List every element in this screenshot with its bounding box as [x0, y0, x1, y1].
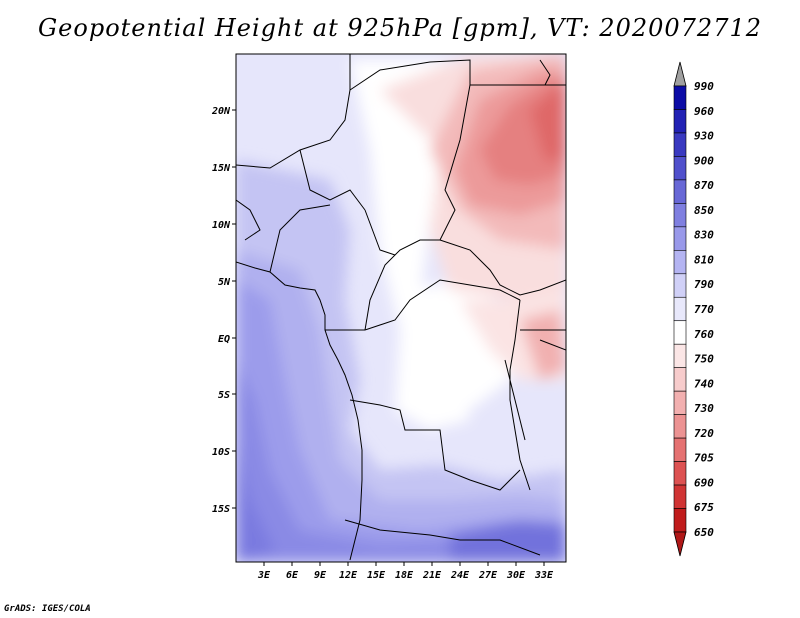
grads-credit: GrADS: IGES/COLA: [4, 604, 91, 614]
colorbar-band: [673, 508, 687, 533]
colorbar-band: [673, 390, 687, 415]
colorbar-label: 740: [694, 377, 714, 390]
lat-label: EQ: [218, 334, 230, 345]
lat-label: 5S: [218, 390, 230, 401]
height-field: [236, 54, 566, 562]
colorbar-band: [673, 320, 687, 345]
colorbar-band: [673, 85, 687, 110]
colorbar-label: 770: [694, 303, 714, 316]
colorbar-label: 760: [694, 328, 714, 341]
lon-label: 30E: [506, 570, 526, 581]
map-frame: [235, 53, 567, 563]
colorbar-label: 850: [694, 204, 714, 217]
lon-label: 6E: [286, 570, 299, 581]
colorbar-bottom-arrow: [673, 531, 687, 557]
lon-label: 12E: [339, 570, 358, 581]
lat-label: 15S: [212, 504, 230, 515]
lon-label: 9E: [314, 570, 327, 581]
colorbar-label: 930: [694, 130, 714, 143]
colorbar-band: [673, 296, 687, 322]
colorbar-band: [673, 250, 687, 275]
colorbar-label: 720: [694, 427, 714, 440]
colorbar-band: [673, 179, 687, 204]
colorbar-band: [673, 461, 687, 486]
colorbar-label: 990: [694, 80, 714, 93]
lon-label: 18E: [395, 570, 414, 581]
colorbar-label: 830: [694, 229, 714, 242]
colorbar-label: 705: [694, 452, 714, 465]
colorbar-label: 870: [694, 179, 714, 192]
colorbar-band: [673, 484, 687, 509]
colorbar-label: 790: [694, 278, 714, 291]
colorbar-top-arrow: [673, 61, 687, 87]
colorbar-band: [673, 156, 687, 181]
colorbar-band: [673, 132, 687, 157]
lon-axis: 3E 6E 9E 12E 15E 18E 21E 24E 27E 30E 33E: [257, 562, 554, 581]
colorbar-band: [673, 273, 687, 298]
colorbar-band: [673, 367, 687, 392]
lon-label: 33E: [534, 570, 554, 581]
chart-title: Geopotential Height at 925hPa [gpm], VT:…: [38, 14, 762, 42]
lat-label: 20N: [211, 106, 231, 117]
lat-label: 15N: [212, 163, 231, 174]
lon-label: 27E: [478, 570, 498, 581]
colorbar-band: [673, 203, 687, 228]
country-borders: [236, 54, 566, 561]
lat-axis: 20N 15N 10N 5N EQ 5S 10S 15S: [211, 106, 236, 515]
colorbar-band: [673, 343, 687, 368]
colorbar-label: 650: [694, 526, 714, 539]
colorbar-label: 750: [694, 353, 714, 366]
colorbar-band: [673, 437, 687, 462]
lon-label: 3E: [257, 570, 271, 581]
colorbar-label: 810: [694, 253, 714, 266]
colorbar-band: [673, 109, 687, 134]
colorbar-label: 675: [694, 501, 714, 514]
lat-label: 5N: [218, 277, 231, 288]
lon-label: 21E: [422, 570, 442, 581]
colorbar-band: [673, 414, 687, 439]
colorbar-label: 690: [694, 476, 714, 489]
lon-label: 24E: [450, 570, 470, 581]
colorbar-label: 960: [694, 105, 714, 118]
colorbar: 990 960 930 900 870 850 830 810 790 770 760 750 740 7…: [673, 61, 714, 557]
lat-label: 10N: [212, 220, 231, 231]
lat-label: 10S: [212, 447, 230, 458]
lon-label: 15E: [367, 570, 386, 581]
colorbar-band: [673, 226, 687, 251]
colorbar-label: 900: [694, 154, 714, 167]
colorbar-label: 730: [694, 402, 714, 415]
